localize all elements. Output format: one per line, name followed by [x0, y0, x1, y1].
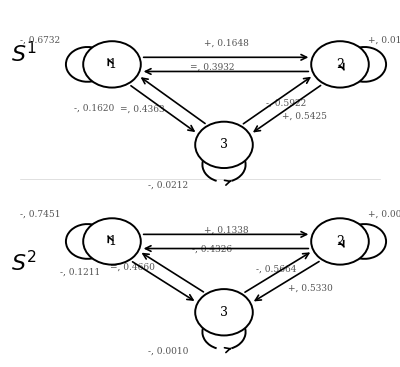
Text: =, 0.3932: =, 0.3932 — [190, 63, 234, 72]
Text: +, 0.1338: +, 0.1338 — [204, 226, 248, 235]
Text: -, 0.6732: -, 0.6732 — [20, 36, 60, 45]
Text: 2: 2 — [336, 58, 344, 71]
Circle shape — [83, 41, 141, 88]
Text: 1: 1 — [108, 58, 116, 71]
Text: -, 0.1211: -, 0.1211 — [60, 268, 100, 276]
Circle shape — [311, 41, 369, 88]
Text: =, 0.4363: =, 0.4363 — [120, 105, 164, 114]
Text: =, 0.4660: =, 0.4660 — [110, 263, 154, 272]
Text: 2: 2 — [336, 235, 344, 248]
Text: +, 0.5425: +, 0.5425 — [282, 112, 326, 120]
Circle shape — [195, 289, 253, 335]
Text: -, 0.5664: -, 0.5664 — [256, 264, 296, 273]
Text: -, 0.0010: -, 0.0010 — [148, 346, 188, 355]
Text: 3: 3 — [220, 306, 228, 319]
Text: +, 0.0010: +, 0.0010 — [368, 210, 400, 219]
Text: +, 0.5330: +, 0.5330 — [288, 284, 332, 292]
Text: $S^1$: $S^1$ — [11, 42, 37, 67]
Text: 1: 1 — [108, 235, 116, 248]
Text: -, 0.4326: -, 0.4326 — [192, 245, 232, 254]
Text: +, 0.1648: +, 0.1648 — [204, 39, 248, 48]
Text: +, 0.0146: +, 0.0146 — [368, 36, 400, 45]
Text: -, 0.1620: -, 0.1620 — [74, 103, 114, 112]
Circle shape — [311, 218, 369, 265]
Text: -, 0.0212: -, 0.0212 — [148, 181, 188, 190]
Text: 3: 3 — [220, 138, 228, 151]
Circle shape — [195, 122, 253, 168]
Text: -, 0.5922: -, 0.5922 — [266, 98, 306, 108]
Circle shape — [83, 218, 141, 265]
Text: $S^2$: $S^2$ — [11, 251, 37, 277]
Text: -, 0.7451: -, 0.7451 — [20, 210, 60, 219]
